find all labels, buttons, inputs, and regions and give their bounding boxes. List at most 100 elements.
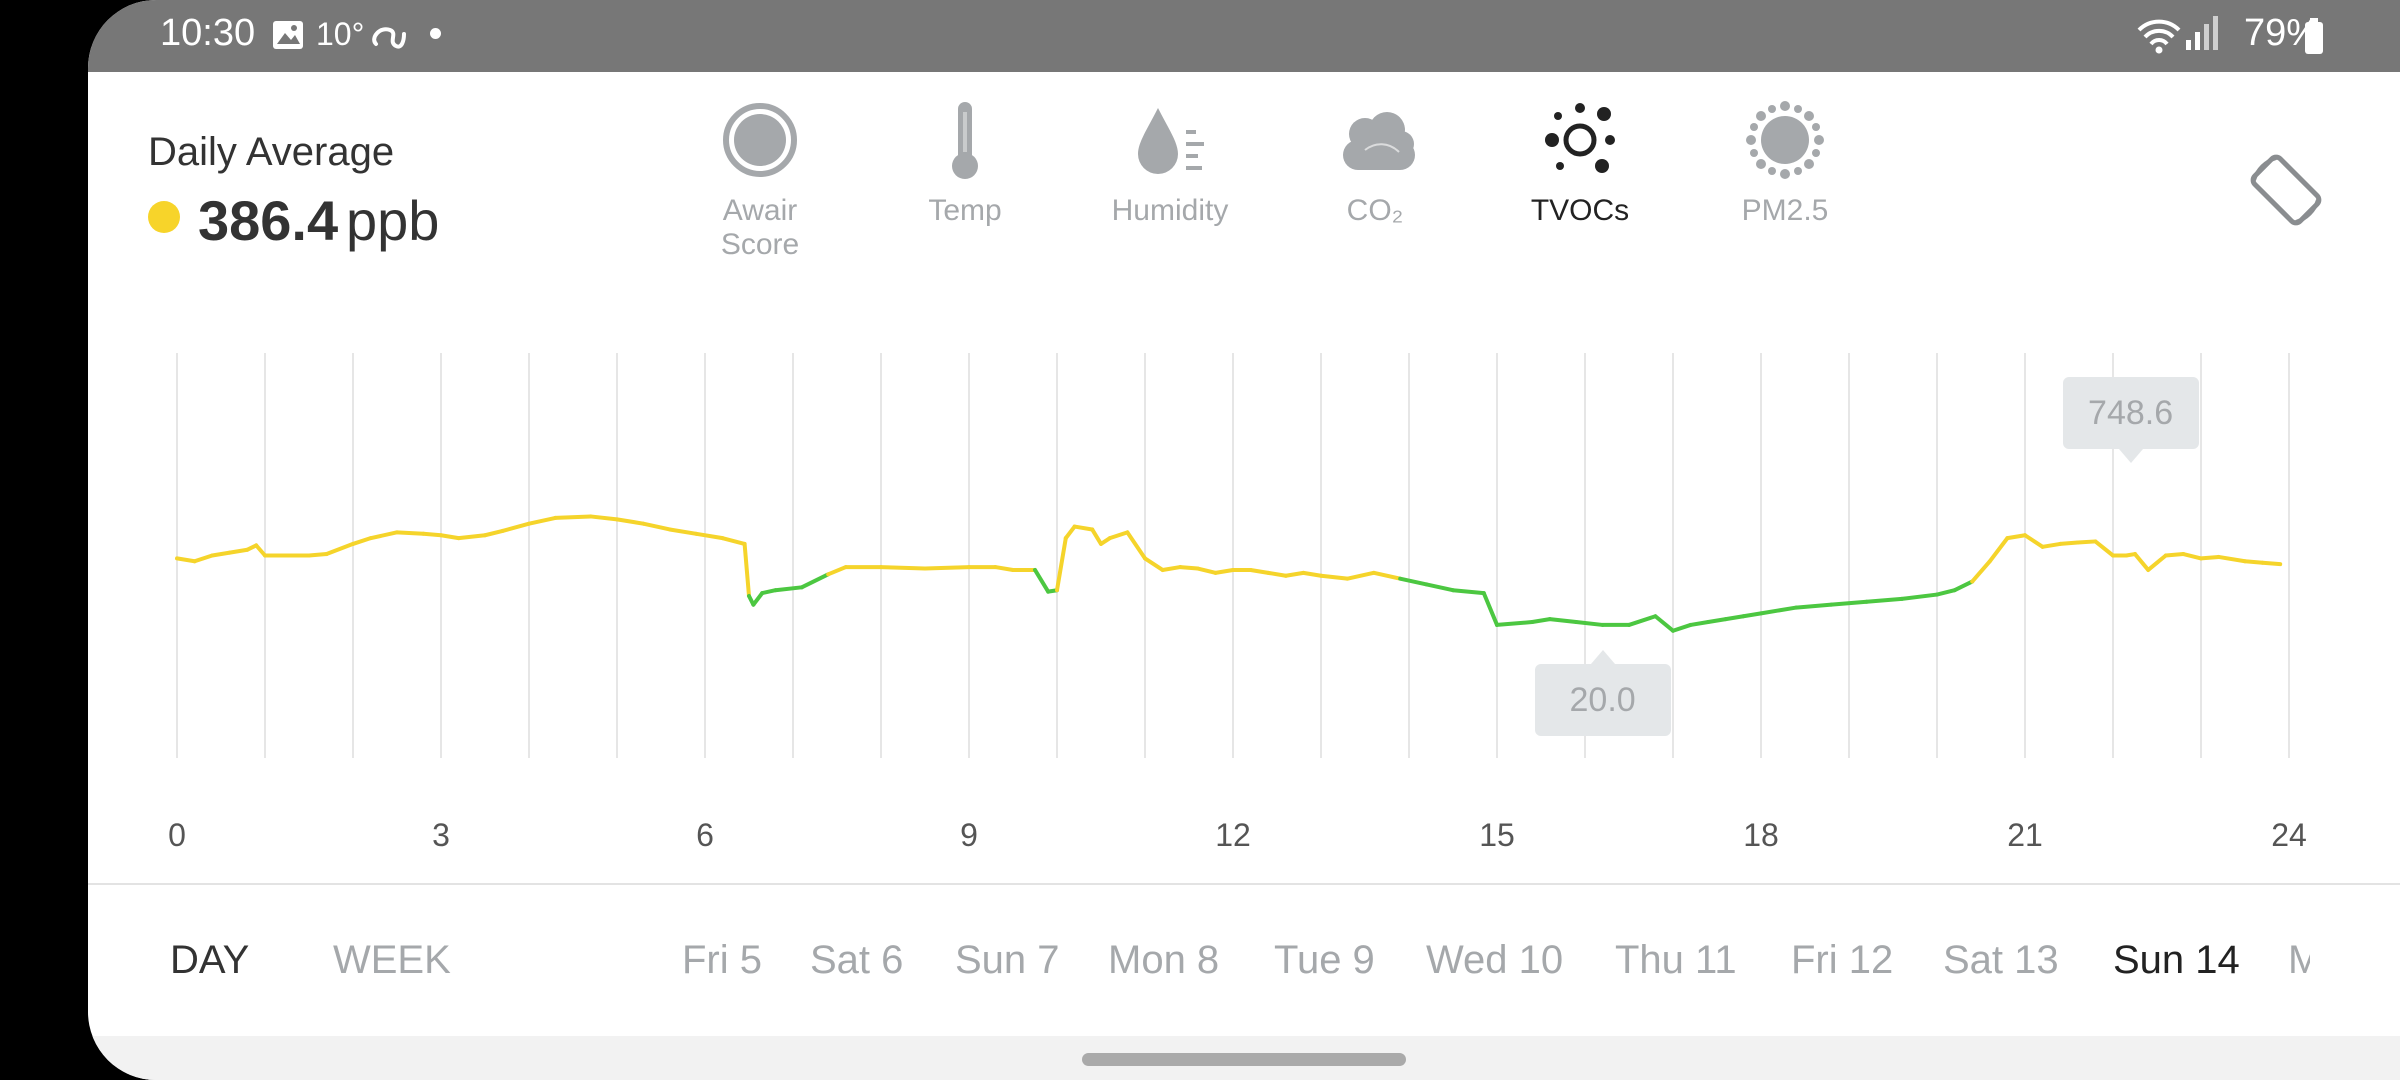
data-line-segment	[500, 521, 531, 533]
data-line-segment	[1935, 588, 1957, 597]
divider	[88, 883, 2400, 885]
battery-icon	[2305, 18, 2323, 54]
humidity-drop-icon	[1138, 108, 1204, 174]
data-line-segment	[2216, 554, 2247, 564]
status-bar: 10:30 10° 79%	[88, 0, 2400, 72]
metric-temp[interactable]: Temp	[885, 100, 1045, 228]
date-sun-14[interactable]: Sun 14	[2113, 938, 2240, 982]
data-line-segment	[210, 550, 232, 558]
data-line-segment	[456, 533, 487, 541]
data-line-segment	[483, 528, 505, 538]
data-line-segment	[641, 521, 672, 532]
data-line-segment	[1424, 582, 1455, 593]
data-line-segment	[1033, 567, 1051, 594]
tvoc-molecule-icon	[1545, 103, 1615, 173]
data-line-segment	[742, 541, 751, 598]
data-line-segment	[254, 543, 267, 558]
data-line-segment	[1301, 570, 1323, 578]
date-sat-6[interactable]: Sat 6	[810, 938, 904, 982]
daily-average-label: Daily Average	[148, 130, 395, 174]
data-line-segment	[1530, 617, 1552, 625]
x-tick-label: 6	[696, 817, 714, 853]
data-line-segment	[2260, 560, 2283, 567]
metric-humidity[interactable]: Humidity	[1090, 100, 1250, 228]
x-tick-label: 3	[432, 817, 450, 853]
rotate-screen-icon[interactable]	[2246, 150, 2326, 230]
data-line-segment	[1987, 536, 2010, 564]
data-line-segment	[395, 530, 426, 536]
date-sat-13[interactable]: Sat 13	[1943, 938, 2059, 982]
data-line-segment	[1266, 570, 1288, 578]
metric-label: PM2.5	[1741, 194, 1829, 227]
data-line-segment	[1371, 570, 1403, 581]
x-tick-label: 12	[1215, 817, 1251, 853]
date-thu-11[interactable]: Thu 11	[1615, 938, 1737, 982]
data-line-segment	[1759, 605, 1799, 616]
data-line-segment	[760, 588, 778, 596]
data-line-segment	[2133, 552, 2151, 572]
date-mon-partial[interactable]: M	[2288, 938, 2310, 982]
tab-week[interactable]: WEEK	[333, 938, 451, 982]
status-indicator-dot	[148, 201, 180, 233]
data-line-segment	[993, 565, 1015, 572]
date-sun-7[interactable]: Sun 7	[955, 938, 1060, 982]
data-line-segment	[1688, 620, 1711, 627]
max-value-tooltip: 748.6	[2062, 377, 2199, 463]
pm25-particle-icon	[1746, 101, 1824, 179]
data-line-segment	[923, 565, 971, 571]
data-line-segment	[1213, 567, 1235, 575]
metric-label: Humidity	[1111, 194, 1229, 227]
data-line-segment	[773, 585, 804, 593]
date-wed-10[interactable]: Wed 10	[1426, 938, 1564, 982]
data-line-segment	[1574, 620, 1605, 627]
data-line-segment	[1547, 617, 1579, 625]
data-line-segment	[751, 591, 765, 607]
data-line-segment	[826, 565, 848, 577]
data-line-segment	[2005, 533, 2027, 541]
daily-average-unit: ppb	[346, 189, 440, 252]
tooltip-pointer	[2118, 449, 2143, 463]
data-line-segment	[1495, 620, 1535, 627]
metric-awair-score[interactable]: Awair Score	[680, 100, 840, 262]
data-line-segment	[421, 531, 443, 538]
data-line-segment	[2040, 541, 2063, 549]
date-fri-5[interactable]: Fri 5	[682, 938, 762, 982]
data-line-segment	[307, 552, 329, 558]
metric-label: CO₂	[1346, 194, 1404, 227]
data-line-segment	[192, 553, 215, 564]
data-line-segment	[175, 556, 197, 564]
data-line-segment	[1160, 565, 1183, 572]
data-line-segment	[1143, 556, 1165, 572]
data-line-segment	[1481, 591, 1499, 627]
data-line-segment	[2075, 539, 2098, 545]
x-tick-label: 9	[960, 817, 978, 853]
metric-label: Temp	[928, 194, 1002, 227]
data-line-segment	[1398, 576, 1429, 587]
home-gesture-handle[interactable]	[1082, 1053, 1406, 1066]
wifi-icon	[2137, 19, 2181, 54]
data-line-segment	[368, 530, 399, 541]
metric-tvocs[interactable]: TVOCs	[1500, 100, 1660, 228]
data-line-segment	[1627, 614, 1658, 627]
data-line-segment	[1063, 524, 1077, 541]
data-line-segment	[351, 536, 373, 546]
data-line-segment	[1653, 614, 1675, 633]
data-line-segment	[439, 533, 461, 541]
date-mon-8[interactable]: Mon 8	[1108, 938, 1220, 982]
date-fri-12[interactable]: Fri 12	[1791, 938, 1894, 982]
data-line-segment	[1671, 622, 1693, 633]
status-temperature: 10°	[316, 16, 365, 52]
data-line-segment	[1829, 599, 1869, 607]
data-line-segment	[1195, 566, 1218, 575]
tab-day[interactable]: DAY	[170, 938, 250, 982]
data-line-segment	[1283, 570, 1306, 578]
date-selector: Fri 5 Sat 6 Sun 7 Mon 8 Tue 9 Wed 10 Thu…	[88, 920, 2310, 1000]
data-line-segment	[1107, 530, 1130, 541]
data-line-segment	[1741, 611, 1763, 619]
x-tick-label: 18	[1743, 817, 1779, 853]
metric-co2[interactable]: CO₂	[1295, 100, 1455, 228]
data-line-segment	[2146, 553, 2168, 572]
metric-pm25[interactable]: PM2.5	[1705, 100, 1865, 228]
data-line-segment	[2023, 533, 2045, 549]
date-tue-9[interactable]: Tue 9	[1274, 938, 1375, 982]
